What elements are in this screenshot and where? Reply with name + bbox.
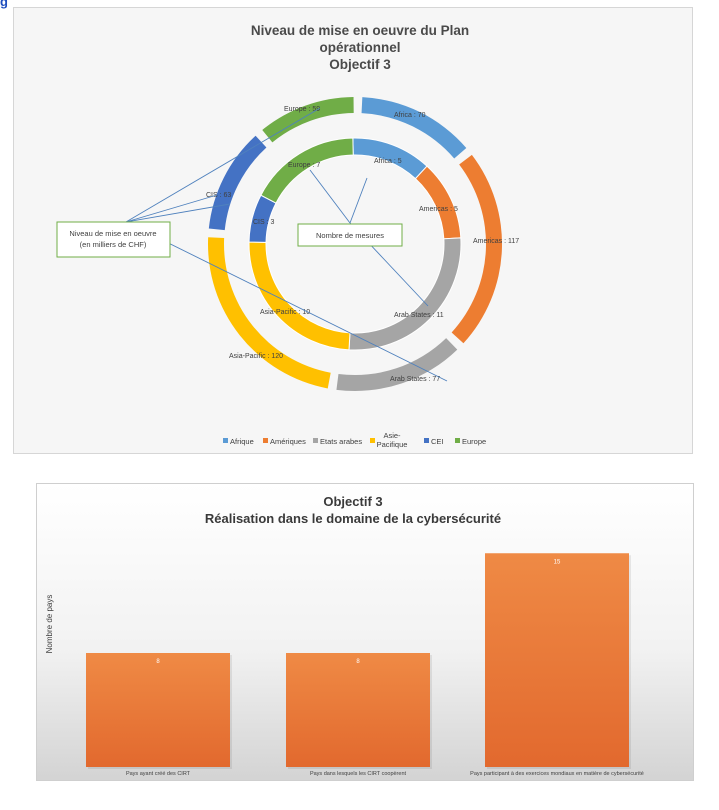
inner-ring-label-europe: Europe : 7 (288, 162, 320, 169)
legend-label-asie-pacifique-line-1: Asie- (383, 431, 401, 440)
inner-ring-slice-europe (260, 137, 354, 204)
callout-box-outer (56, 221, 171, 258)
callout-leader-line-outer-3 (125, 203, 231, 223)
callout-leader-line-outer-4 (125, 221, 448, 382)
callout-leader-line-outer-1 (125, 107, 321, 223)
callout-inner-text: Nombre de mesures (316, 231, 384, 240)
bar-value-3: 15 (554, 559, 561, 565)
bar-value-1: 8 (156, 659, 160, 665)
x-tick-label-2: Pays dans lesquels les CIRT coopèrent (310, 771, 407, 777)
bar-chart: Objectif 3 Réalisation dans le domaine de… (37, 484, 693, 780)
bar-chart-title-line-2: Réalisation dans le domaine de la cybers… (205, 511, 501, 526)
donut-chart-panel: Niveau de mise en oeuvre du Plan opératio… (13, 7, 693, 454)
legend-swatch-etats-arabes (313, 438, 318, 443)
legend-label-cei: CEI (431, 437, 444, 446)
bar-value-2: 8 (356, 659, 360, 665)
inner-ring-label-africa: Africa : 5 (374, 158, 402, 165)
outer-ring-label-cis: CIS : 63 (206, 192, 231, 199)
chart-title-line-2: opérationnel (319, 40, 400, 55)
bar-chart-title-line-1: Objectif 3 (323, 494, 382, 509)
inner-ring-label-cis: CIS : 3 (253, 219, 275, 226)
callout-leader-line-inner-1 (309, 169, 351, 224)
bar-chart-panel: Objectif 3 Réalisation dans le domaine de… (36, 483, 694, 781)
outer-ring-label-americas: Americas : 117 (473, 238, 519, 245)
outer-ring-slice-europe (262, 97, 354, 143)
inner-ring-slice-asia-pacific (248, 241, 351, 351)
outer-ring-label-europe: Europe : 59 (284, 106, 320, 113)
callout-leader-line-inner-2 (349, 177, 368, 224)
callout-outer-line-1: Niveau de mise en oeuvre (69, 229, 156, 238)
bar-3 (485, 553, 629, 767)
inner-ring-slice-arab-states (348, 237, 462, 351)
bar-2 (286, 653, 430, 767)
outer-ring-slice-africa (361, 97, 467, 159)
callout-leader-line-outer-2 (125, 194, 218, 223)
bar-1 (86, 653, 230, 767)
outer-ring-slice-asia-pacific (208, 237, 331, 389)
legend-swatch-asie-pacifique (370, 438, 375, 443)
legend-label-asie-pacifique-line-2: Pacifique (377, 440, 408, 449)
legend-label-ameriques: Amériques (270, 437, 306, 446)
legend-swatch-ameriques (263, 438, 268, 443)
legend-label-afrique: Afrique (230, 437, 254, 446)
inner-ring-label-americas: Americas : 5 (419, 206, 458, 213)
outer-ring-label-africa: Africa : 70 (394, 112, 426, 119)
legend-swatch-cei (424, 438, 429, 443)
outer-ring-slice-americas (451, 154, 502, 344)
donut-chart: Niveau de mise en oeuvre du Plan opératio… (56, 23, 519, 449)
outer-ring-label-asia-pacific: Asia-Pacific : 120 (229, 353, 283, 360)
outer-ring-slice-cis (208, 135, 267, 231)
callout-outer-line-2: (en milliers de CHF) (80, 240, 147, 249)
x-tick-label-1: Pays ayant créé des CIRT (126, 771, 191, 777)
outer-ring-label-arab-states: Arab States : 77 (390, 376, 440, 383)
callout-box-inner (297, 223, 403, 247)
inner-ring-slice-americas (414, 165, 462, 240)
chart-title-line-3: Objectif 3 (329, 57, 391, 72)
inner-ring-label-arab-states: Arab States : 11 (394, 312, 444, 319)
legend-label-europe: Europe (462, 437, 486, 446)
legend-swatch-afrique (223, 438, 228, 443)
x-tick-label-3: Pays participant à des exercices mondiau… (470, 771, 644, 777)
chart-title-line-1: Niveau de mise en oeuvre du Plan (251, 23, 469, 38)
legend-label-etats-arabes: Etats arabes (320, 437, 362, 446)
page-header-fragment: g (0, 0, 8, 9)
legend-swatch-europe (455, 438, 460, 443)
inner-ring-label-asia-pacific: Asia-Pacific : 10 (260, 309, 310, 316)
y-axis-label: Nombre de pays (45, 595, 54, 654)
outer-ring-slice-arab-states (336, 338, 458, 391)
